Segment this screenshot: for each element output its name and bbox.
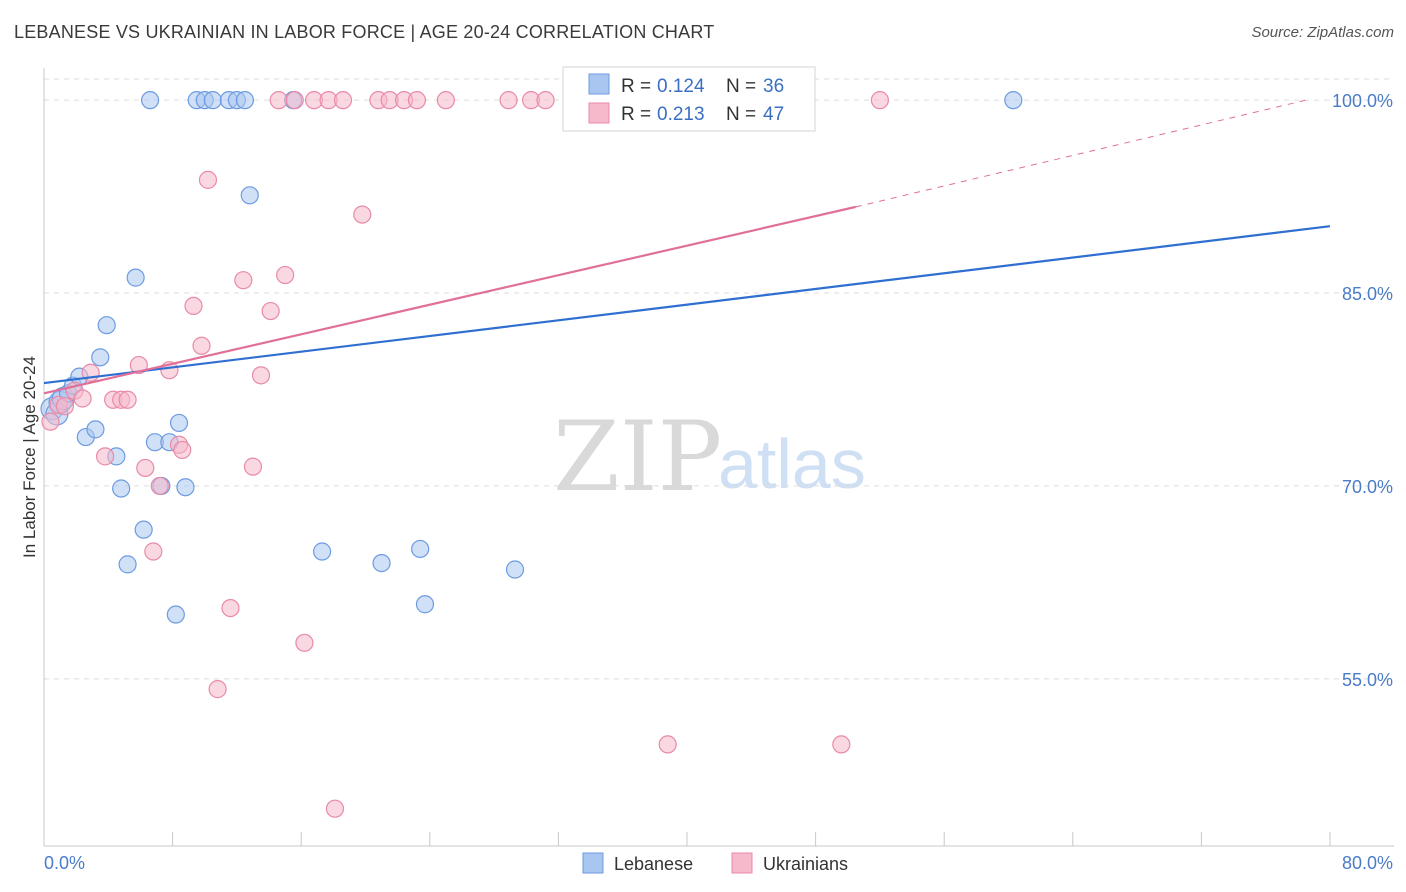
ukrainian-point-2 (55, 397, 74, 416)
source-attribution: Source: ZipAtlas.com (1251, 24, 1394, 41)
watermark-zip: ZIP (553, 401, 722, 513)
lebanese-point-15 (134, 520, 153, 539)
lebanese-point-28 (235, 91, 255, 110)
lebanese-point-25 (203, 91, 222, 110)
chart-title: LEBANESE VS UKRAINIAN IN LABOR FORCE | A… (14, 22, 715, 42)
ukrainian-point-44 (658, 735, 677, 754)
ukrainian-point-4 (73, 389, 92, 408)
bottom-legend-label-lebanese: Lebanese (614, 854, 693, 874)
ukrainian-point-20 (208, 680, 227, 699)
legend-r-value-ukrainian: 0.213 (657, 104, 705, 125)
lebanese-point-20 (166, 605, 185, 624)
ukrainian-point-40 (499, 91, 518, 110)
stats-legend: R = 0.124 N = 36 R = 0.213 N = 47 (562, 66, 816, 132)
legend-swatch-lebanese (588, 73, 610, 95)
ukrainian-point-28 (285, 91, 304, 110)
ukrainian-point-24 (251, 366, 271, 385)
ukrainian-point-22 (234, 271, 253, 290)
y-tick-label-2: 85.0% (1342, 284, 1393, 304)
ukrainian-point-32 (325, 799, 345, 818)
ukrainian-point-18 (192, 336, 211, 355)
grid-lines (44, 78, 1394, 680)
axes (43, 68, 1394, 847)
watermark-atlas: atlas (718, 425, 866, 503)
legend-r-value-lebanese: 0.124 (657, 76, 705, 97)
legend-n-value-lebanese: 36 (763, 76, 784, 97)
legend-r-label-ukrainian: R = (621, 104, 651, 125)
x-tick-marks (43, 832, 1331, 846)
bottom-legend-label-ukrainian: Ukrainians (763, 854, 848, 874)
ukrainian-point-38 (407, 91, 427, 110)
lebanese-point-12 (112, 479, 131, 498)
ukrainian-point-11 (136, 458, 155, 478)
legend-n-value-ukrainian: 47 (763, 104, 784, 125)
ukrainian-point-10 (129, 355, 148, 375)
lebanese-points (40, 91, 1023, 624)
lebanese-point-16 (140, 91, 160, 110)
legend-swatch-ukrainian (588, 102, 610, 124)
y-tick-label-1: 70.0% (1342, 477, 1393, 497)
lebanese-trend-line (43, 225, 1331, 385)
lebanese-point-10 (97, 316, 116, 335)
lebanese-point-32 (372, 553, 391, 573)
lebanese-point-21 (169, 413, 189, 433)
ukrainian-point-46 (870, 91, 890, 110)
ukrainian-point-29 (295, 633, 314, 652)
lebanese-point-33 (411, 539, 430, 559)
x-tick-label-max: 80.0% (1342, 853, 1393, 873)
lebanese-point-34 (415, 595, 435, 614)
ukrainian-trend-line (43, 205, 857, 395)
ukrainian-point-21 (221, 598, 240, 618)
lebanese-point-22 (176, 478, 195, 497)
y-tick-label-0: 55.0% (1342, 670, 1393, 690)
ukrainian-point-27 (276, 265, 295, 285)
ukrainian-point-45 (832, 735, 851, 754)
ukrainian-point-23 (243, 457, 263, 476)
y-axis-label: In Labor Force | Age 20-24 (20, 356, 39, 558)
ukrainian-point-17 (184, 296, 203, 316)
ukrainian-point-6 (95, 447, 115, 466)
legend-r-label-lebanese: R = (621, 76, 651, 97)
x-tick-label-min: 0.0% (44, 853, 85, 873)
lebanese-point-14 (126, 268, 145, 287)
lebanese-point-8 (86, 420, 105, 439)
ukrainian-point-33 (333, 91, 353, 110)
lebanese-point-35 (505, 560, 525, 579)
lebanese-point-31 (312, 542, 332, 561)
ukrainian-trend-extension (855, 99, 1307, 208)
lebanese-point-29 (240, 186, 259, 205)
series-legend: Lebanese Ukrainians (582, 852, 848, 874)
lebanese-point-36 (1004, 91, 1023, 110)
ukrainian-point-39 (436, 91, 455, 110)
ukrainian-point-16 (173, 440, 192, 460)
ukrainian-point-34 (353, 205, 372, 224)
bottom-legend-swatch-ukrainian (731, 852, 753, 874)
trend-lines (43, 99, 1331, 395)
y-tick-label-3: 100.0% (1332, 91, 1393, 111)
ukrainian-point-19 (198, 170, 218, 189)
ukrainian-point-26 (269, 91, 288, 110)
ukrainian-point-12 (144, 542, 163, 561)
ukrainian-point-0 (41, 412, 60, 431)
ukrainian-point-13 (150, 476, 169, 496)
ukrainian-point-25 (261, 301, 280, 321)
ukrainian-point-42 (536, 91, 555, 110)
legend-n-label-ukrainian: N = (726, 104, 756, 125)
lebanese-point-13 (118, 555, 137, 574)
bottom-legend-swatch-lebanese (582, 852, 604, 874)
ukrainian-point-9 (118, 390, 137, 409)
legend-n-label-lebanese: N = (726, 76, 756, 97)
lebanese-point-9 (91, 348, 110, 367)
ukrainian-points (41, 91, 890, 818)
y-tick-labels: 55.0% 70.0% 85.0% 100.0% (1332, 91, 1393, 690)
